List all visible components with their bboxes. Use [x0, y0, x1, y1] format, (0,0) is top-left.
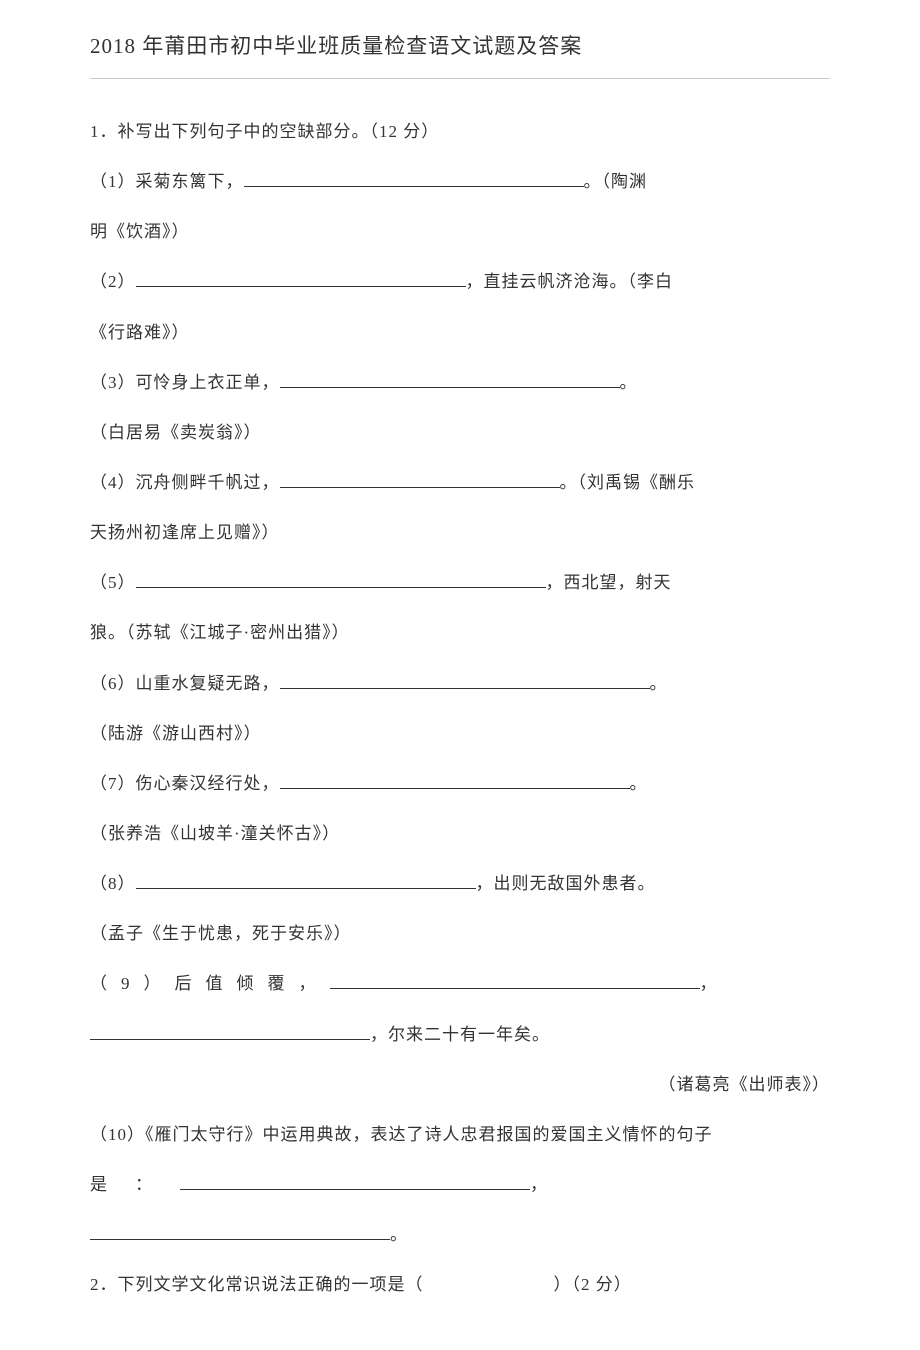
q1-10-d: 。	[390, 1225, 408, 1244]
q1-item-5: （5） ，西北望，射天	[90, 558, 830, 608]
q1-5-b: ，西北望，射天	[546, 573, 672, 592]
q1-2-b: ，直挂云帆济沧海。（李白	[466, 272, 674, 291]
q1-4-a: （4）沉舟侧畔千帆过，	[90, 473, 280, 492]
q1-9-b: ，	[700, 974, 718, 993]
q1-item-6: （6）山重水复疑无路， 。	[90, 659, 830, 709]
document-body: 1．补写出下列句子中的空缺部分。（12 分） （1）采菊东篱下， 。（陶渊 明《饮…	[90, 107, 830, 1310]
q1-item-3: （3）可怜身上衣正单， 。	[90, 358, 830, 408]
q1-9-src: （诸葛亮《出师表》）	[90, 1060, 830, 1110]
q1-item-10b: 是： ，	[90, 1160, 830, 1210]
q1-3-a: （3）可怜身上衣正单，	[90, 373, 280, 392]
blank-9b	[90, 1024, 370, 1039]
q1-5-src: 狼。（苏轼《江城子·密州出猎》）	[90, 608, 830, 658]
blank-4	[280, 473, 560, 488]
blank-5	[136, 573, 546, 588]
q1-item-9b: ，尔来二十有一年矣。	[90, 1010, 830, 1060]
blank-10b	[90, 1225, 390, 1240]
q1-9-c: ，尔来二十有一年矣。	[370, 1025, 550, 1044]
q1-1-src: 明《饮酒》）	[90, 207, 830, 257]
q2-a: 2．下列文学文化常识说法正确的一项是（	[90, 1275, 424, 1294]
blank-7	[280, 774, 630, 789]
blank-10a	[180, 1175, 530, 1190]
q1-2-a: （2）	[90, 272, 136, 291]
blank-3	[280, 372, 620, 387]
blank-1	[244, 172, 584, 187]
q1-item-7: （7）伤心秦汉经行处， 。	[90, 759, 830, 809]
q1-item-8: （8） ，出则无敌国外患者。	[90, 859, 830, 909]
q1-10-b: 是：	[90, 1175, 180, 1194]
q2-b: ）（2 分）	[554, 1275, 632, 1294]
blank-2	[136, 272, 466, 287]
q1-item-9a: （9）后值倾覆， ，	[90, 959, 830, 1009]
blank-9a	[330, 974, 700, 989]
page-title: 2018 年莆田市初中毕业班质量检查语文试题及答案	[90, 30, 830, 60]
title-divider	[90, 78, 830, 79]
q1-1-a: （1）采菊东篱下，	[90, 172, 244, 191]
q1-stem: 1．补写出下列句子中的空缺部分。（12 分）	[90, 107, 830, 157]
q1-6-src: （陆游《游山西村》）	[90, 709, 830, 759]
q1-item-10c: 。	[90, 1210, 830, 1260]
blank-8	[136, 874, 476, 889]
q1-8-src: （孟子《生于忧患，死于安乐》）	[90, 909, 830, 959]
q1-item-10a: （10）《雁门太守行》中运用典故，表达了诗人忠君报国的爱国主义情怀的句子	[90, 1110, 830, 1160]
q1-4-b: 。（刘禹锡《酬乐	[560, 473, 696, 492]
q1-item-2: （2） ，直挂云帆济沧海。（李白	[90, 257, 830, 307]
blank-6	[280, 673, 650, 688]
q1-9-a: （9）后值倾覆，	[90, 974, 330, 993]
q1-item-1: （1）采菊东篱下， 。（陶渊	[90, 157, 830, 207]
q1-4-src: 天扬州初逢席上见赠》）	[90, 508, 830, 558]
q1-7-a: （7）伤心秦汉经行处，	[90, 774, 280, 793]
q1-7-b: 。	[630, 774, 648, 793]
q1-item-4: （4）沉舟侧畔千帆过， 。（刘禹锡《酬乐	[90, 458, 830, 508]
q1-8-b: ，出则无敌国外患者。	[476, 874, 656, 893]
q1-5-a: （5）	[90, 573, 136, 592]
q1-7-src: （张养浩《山坡羊·潼关怀古》）	[90, 809, 830, 859]
q1-6-b: 。	[650, 674, 668, 693]
q2-stem: 2．下列文学文化常识说法正确的一项是（ ）（2 分）	[90, 1260, 830, 1310]
q1-8-a: （8）	[90, 874, 136, 893]
q1-10-c: ，	[530, 1175, 548, 1194]
q1-6-a: （6）山重水复疑无路，	[90, 674, 280, 693]
q1-2-src: 《行路难》）	[90, 308, 830, 358]
q1-3-src: （白居易《卖炭翁》）	[90, 408, 830, 458]
q1-3-b: 。	[620, 373, 638, 392]
q1-1-b: 。（陶渊	[584, 172, 648, 191]
